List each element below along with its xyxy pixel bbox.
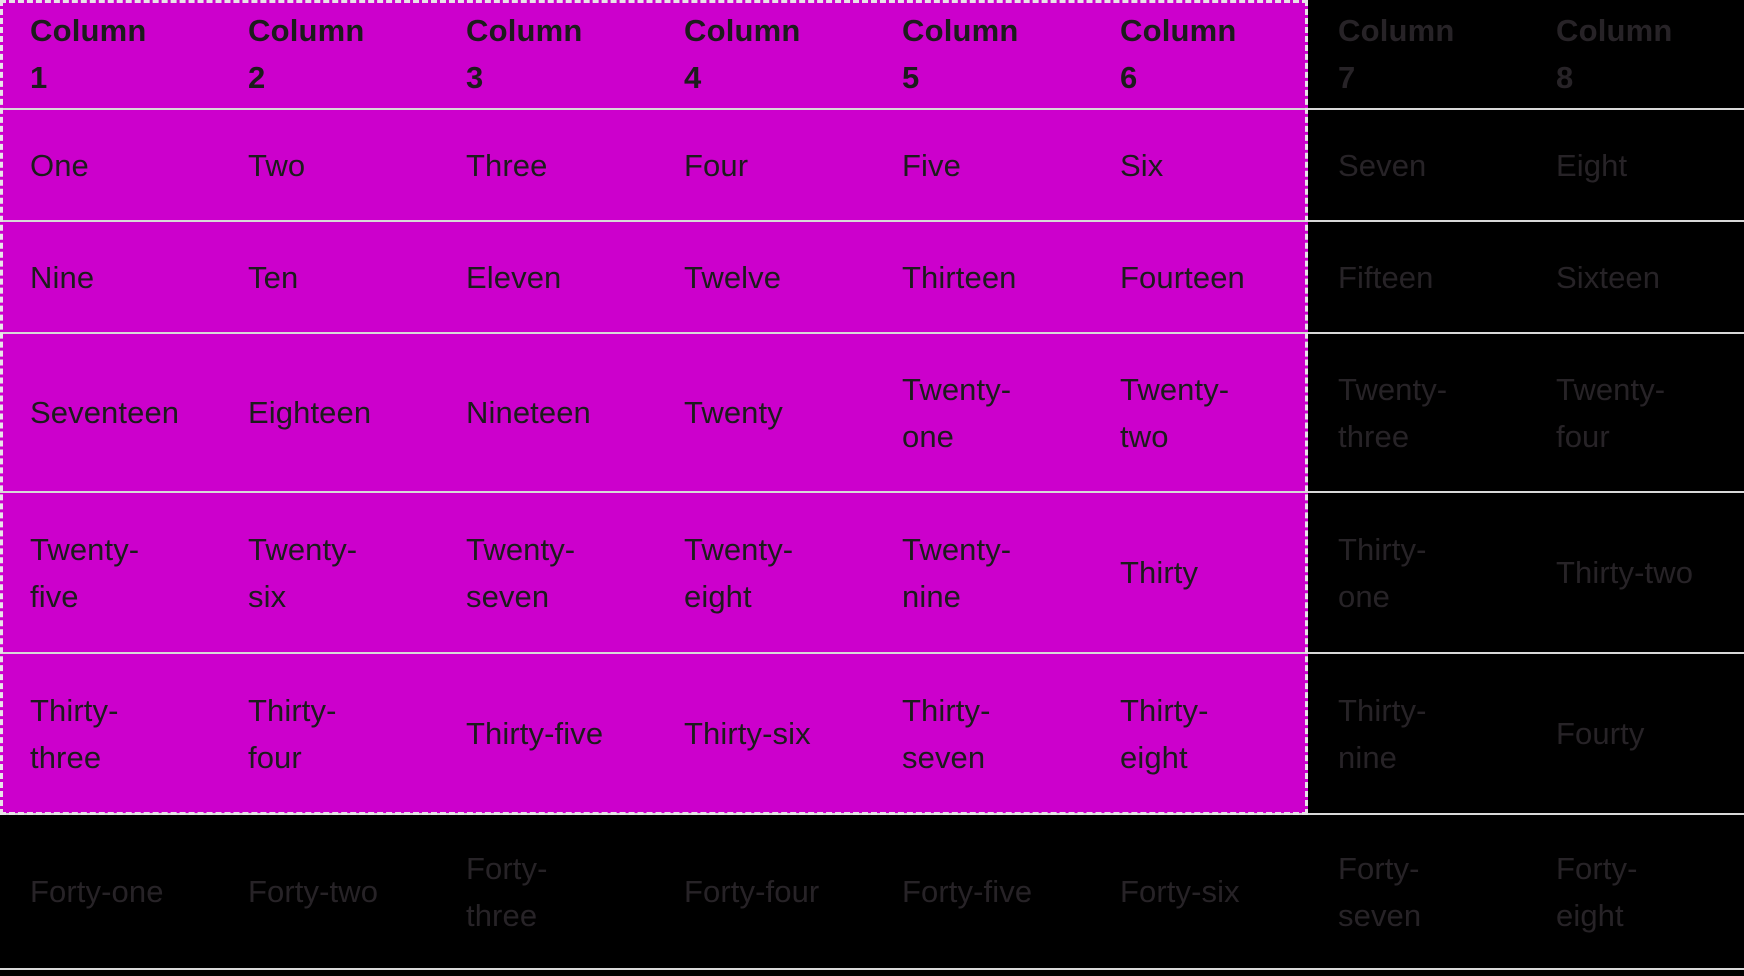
cell[interactable]: Twenty-three [1338,371,1448,454]
header-cell[interactable]: Column 4 [684,13,801,95]
cell[interactable]: Forty-six [1120,874,1240,909]
cell[interactable]: Twenty-seven [466,531,576,614]
table-row: Nine Ten Eleven Twelve Thirteen Fourteen Fifte… [0,222,1744,334]
header-row: Column 1 Column 2 Column 3 Column 4 Column 5… [0,0,1744,110]
cell[interactable]: Three [466,147,548,183]
table-row: Twenty-five Twenty-six Twenty-seven Twenty-… [0,493,1744,654]
cell[interactable]: Seven [1338,147,1427,183]
cell[interactable]: Twenty-six [248,531,358,614]
cell[interactable]: Seventeen [30,395,180,430]
cell[interactable]: Thirty-four [248,692,337,775]
cell[interactable]: Thirteen [902,259,1017,295]
cell[interactable]: Twenty [684,395,783,430]
cell[interactable]: Forty-seven [1338,850,1422,933]
cell[interactable]: Forty-three [466,850,548,933]
table-row: Forty-one Forty-two Forty-three Forty-four F… [0,815,1744,970]
cell[interactable]: Nineteen [466,395,591,430]
cell[interactable]: Four [684,147,749,183]
cell[interactable]: Twenty-five [30,531,140,614]
selection-highlight [0,0,1308,815]
table-row: One Two Three Four Five Six Seven Eight [0,110,1744,222]
table-row: Seventeen Eighteen Nineteen Twenty Twenty-on… [0,334,1744,493]
cell[interactable]: Thirty-five [466,716,604,751]
cell[interactable]: Fourteen [1120,259,1245,295]
cell[interactable]: Forty-two [248,874,379,909]
cell[interactable]: Twenty-one [902,371,1012,454]
cell[interactable]: Twenty-eight [684,531,794,614]
table-row: Thirty-three Thirty-four Thirty-five Thirty… [0,654,1744,815]
cell[interactable]: Thirty-eight [1120,692,1209,775]
header-cell[interactable]: Column 8 [1556,13,1673,95]
cell[interactable]: Two [248,147,306,183]
cell[interactable]: Eighteen [248,395,372,430]
cell[interactable]: Twenty-four [1556,371,1666,454]
cell[interactable]: Nine [30,259,95,295]
cell[interactable]: Fourty [1556,716,1645,751]
cell[interactable]: Thirty-nine [1338,692,1427,775]
cell[interactable]: Forty-one [30,874,164,909]
cell[interactable]: Eleven [466,259,562,295]
header-cell[interactable]: Column 7 [1338,13,1455,95]
cell[interactable]: Ten [248,259,299,295]
cell[interactable]: Sixteen [1556,259,1661,295]
cell[interactable]: Fifteen [1338,259,1434,295]
cell[interactable]: Forty-four [684,874,820,909]
cell[interactable]: Twenty-nine [902,531,1012,614]
cell[interactable]: Eight [1556,147,1628,183]
header-cell[interactable]: Column 3 [466,13,583,95]
cell[interactable]: Twenty-two [1120,371,1230,454]
header-cell[interactable]: Column 2 [248,13,365,95]
cell[interactable]: Forty-eight [1556,850,1638,933]
cell[interactable]: Forty-five [902,874,1033,909]
cell[interactable]: One [30,147,89,183]
cell[interactable]: Five [902,147,961,183]
cell[interactable]: Twelve [684,259,782,295]
header-cell[interactable]: Column 6 [1120,13,1237,95]
cell[interactable]: Thirty-six [684,716,811,751]
cell[interactable]: Thirty-seven [902,692,991,775]
header-cell[interactable]: Column 5 [902,13,1019,95]
cell[interactable]: Thirty-two [1556,555,1694,590]
cell[interactable]: Six [1120,147,1164,183]
cell[interactable]: Thirty-three [30,692,119,775]
cell[interactable]: Thirty [1120,555,1199,590]
header-cell[interactable]: Column 1 [30,13,147,95]
cell[interactable]: Thirty-one [1338,531,1427,614]
